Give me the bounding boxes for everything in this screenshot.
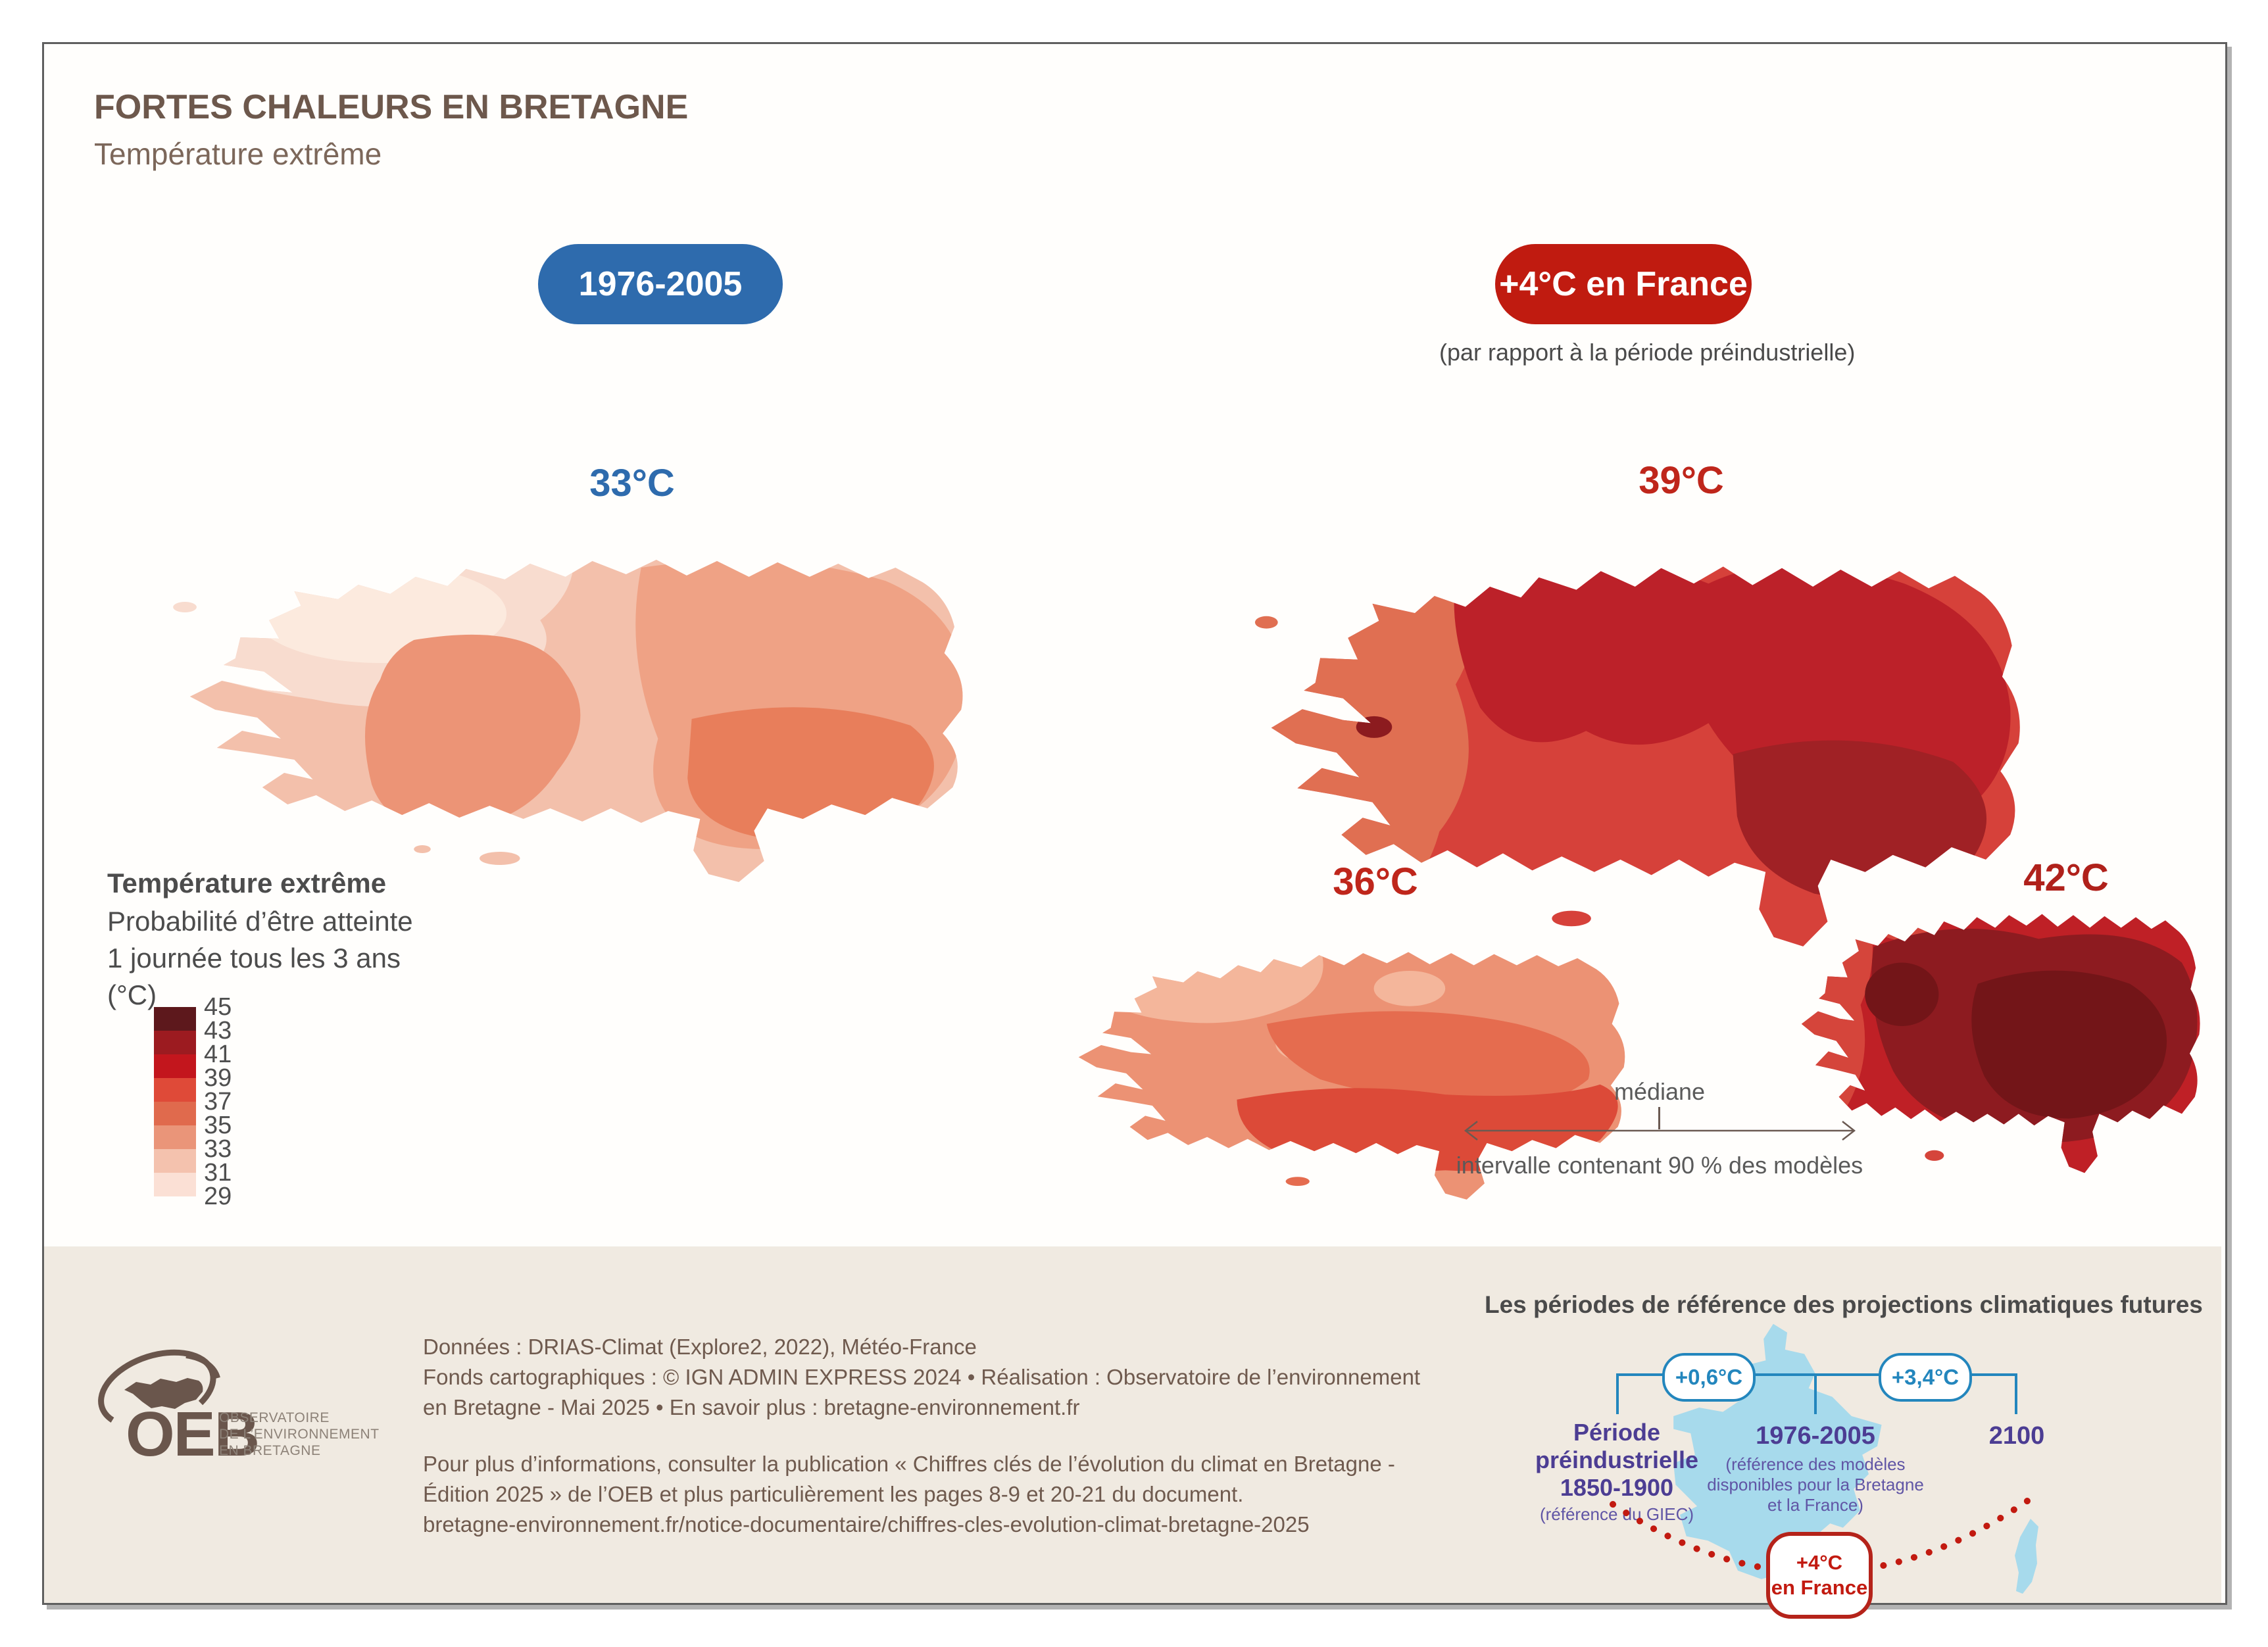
timeline-right-elbow: [2015, 1373, 2017, 1414]
future-median-temp-label: 39°C: [1639, 459, 1724, 502]
ramp-band-45-43: [154, 1007, 196, 1031]
ramp-band-43-41: [154, 1031, 196, 1054]
main-panel: FORTES CHALEURS EN BRETAGNE Température …: [42, 42, 2227, 1619]
page-title: FORTES CHALEURS EN BRETAGNE: [94, 88, 689, 126]
future-scenario-note: (par rapport à la période préindustriell…: [1439, 339, 1856, 366]
info-line2: Édition 2025 » de l’OEB et plus particul…: [423, 1482, 1244, 1506]
baseline-period-badge: 1976-2005: [538, 244, 783, 324]
tick-43: 43: [204, 1017, 232, 1045]
ramp-band-39-37: [154, 1078, 196, 1102]
ref-period-label: 1976-2005: [1756, 1422, 1875, 1450]
france-map-icon: [1673, 1323, 1882, 1579]
oeb-logo-org-name: OBSERVATOIRE DE L’ENVIRONNEMENT EN BRETA…: [219, 1410, 380, 1459]
tick-33: 33: [204, 1135, 232, 1163]
tick-31: 31: [204, 1159, 232, 1187]
plus4-france-pill: +4°C en France: [1766, 1532, 1873, 1619]
preindustrial-line3: 1850-1900: [1560, 1474, 1674, 1501]
corsica-map-icon: [2015, 1519, 2038, 1594]
delta-34-pill: +3,4°C: [1879, 1353, 1972, 1402]
more-info-block: Pour plus d’informations, consulter la p…: [423, 1449, 1395, 1540]
legend-color-ramp: [154, 1007, 196, 1196]
median-tick: [1658, 1107, 1660, 1129]
legend-desc-3: (°C): [107, 979, 157, 1010]
timeline-axis: [1616, 1373, 2017, 1376]
legend-desc-1: Probabilité d’être atteinte: [107, 906, 413, 937]
credits-block: Données : DRIAS-Climat (Explore2, 2022),…: [423, 1332, 1420, 1423]
brittany-map-baseline: [173, 560, 963, 882]
ramp-band-35-33: [154, 1125, 196, 1149]
timeline-center-tick: [1814, 1373, 1817, 1414]
year-2100: 2100: [1988, 1422, 2045, 1450]
oeb-logo-acronym: OEB: [126, 1399, 260, 1469]
ramp-band-37-35: [154, 1102, 196, 1125]
tick-29: 29: [204, 1183, 232, 1210]
interval-arrow: [1464, 1121, 1856, 1141]
interval-label: intervalle contenant 90 % des modèles: [1456, 1152, 1863, 1179]
oeb-logo: OEB OBSERVATOIRE DE L’ENVIRONNEMENT EN B…: [87, 1346, 430, 1511]
credits-line2: Fonds cartographiques : © IGN ADMIN EXPR…: [423, 1365, 1421, 1389]
oeb-org-line3: EN BRETAGNE: [219, 1443, 321, 1458]
ref-note-line2: disponibles pour la Bretagne: [1707, 1475, 1924, 1494]
ref-note-line3: et la France): [1767, 1495, 1863, 1515]
future-scenario-badge: +4°C en France: [1495, 244, 1752, 324]
legend-desc-2: 1 journée tous les 3 ans: [107, 943, 401, 973]
future-low-temp-label: 36°C: [1333, 860, 1418, 903]
ref-note-line1: (référence des modèles: [1725, 1454, 1906, 1474]
oeb-org-line2: DE L’ENVIRONNEMENT: [219, 1427, 380, 1442]
tick-37: 37: [204, 1088, 232, 1116]
credits-line3: en Bretagne - Mai 2025 • En savoir plus …: [423, 1395, 1080, 1419]
tick-45: 45: [204, 993, 232, 1021]
timeline-left-elbow: [1616, 1373, 1619, 1414]
timeline-heading: Les périodes de référence des projection…: [1485, 1291, 2203, 1318]
brittany-map-future-low: [1078, 952, 1625, 1200]
brittany-map-future-median: [1254, 566, 2020, 946]
credits-line1: Données : DRIAS-Climat (Explore2, 2022),…: [423, 1335, 977, 1359]
period-preindustrial-label: Période préindustrielle 1850-1900 (référ…: [1505, 1419, 1729, 1525]
ramp-band-33-31: [154, 1149, 196, 1173]
delta-06-pill: +0,6°C: [1662, 1353, 1756, 1402]
oeb-logo-swoosh-icon: [98, 1349, 220, 1423]
legend-title: Température extrême: [107, 868, 387, 898]
legend-tick-labels: 45 43 41 39 37 35 33 31 29: [204, 993, 232, 1210]
plus4-line2: en France: [1771, 1576, 1868, 1599]
brittany-map-future-high: [1801, 914, 2200, 1173]
tick-35: 35: [204, 1112, 232, 1139]
baseline-map-temp-label: 33°C: [589, 462, 675, 504]
tick-41: 41: [204, 1041, 232, 1068]
period-2100-label: 2100: [1971, 1421, 2063, 1450]
preindustrial-note: (référence du GIEC): [1539, 1504, 1694, 1524]
info-publication-url: bretagne-environnement.fr/notice-documen…: [423, 1512, 1310, 1536]
ramp-band-41-39: [154, 1054, 196, 1078]
tick-39: 39: [204, 1064, 232, 1092]
oeb-org-line1: OBSERVATOIRE: [219, 1410, 330, 1425]
future-high-temp-label: 42°C: [2023, 856, 2109, 899]
info-line1: Pour plus d’informations, consulter la p…: [423, 1452, 1395, 1476]
preindustrial-line2: préindustrielle: [1535, 1446, 1699, 1473]
median-label: médiane: [1614, 1078, 1706, 1105]
ramp-band-31-29: [154, 1173, 196, 1196]
oeb-logo-brittany-icon: [124, 1378, 203, 1409]
page-subtitle: Température extrême: [94, 137, 382, 171]
plus4-line1: +4°C: [1796, 1551, 1843, 1574]
period-1976-2005-label: 1976-2005 (référence des modèles disponi…: [1690, 1421, 1940, 1515]
preindustrial-line1: Période: [1573, 1419, 1661, 1446]
